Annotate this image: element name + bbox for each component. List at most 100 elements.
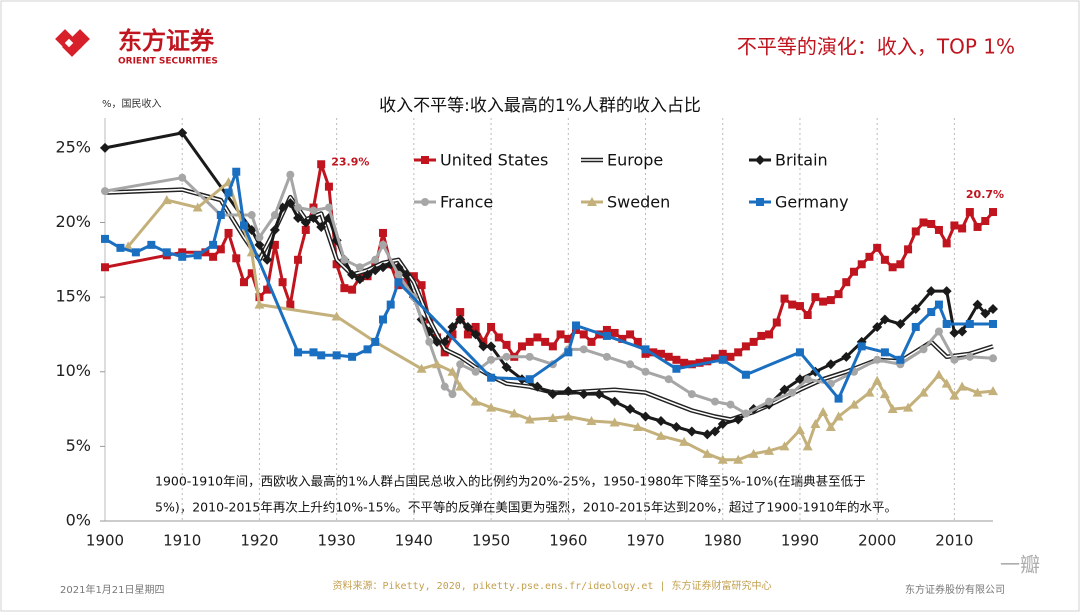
marker [262, 254, 273, 265]
marker [825, 421, 836, 431]
marker [517, 342, 526, 351]
logo-cn: 东方证券 [118, 27, 215, 55]
marker [486, 341, 497, 352]
x-tick-label: 1990 [781, 532, 819, 550]
marker [802, 441, 813, 451]
marker [470, 329, 481, 340]
marker [293, 213, 304, 224]
marker [609, 396, 620, 407]
marker [972, 387, 983, 397]
marker [981, 216, 990, 225]
marker [911, 227, 920, 236]
marker [702, 448, 713, 458]
marker [378, 228, 387, 237]
marker [941, 286, 952, 297]
marker [572, 321, 581, 330]
marker [178, 173, 187, 182]
marker [664, 375, 673, 384]
chart-title: 收入不平等:收入最高的1%人群的收入占比 [379, 96, 701, 116]
marker [958, 224, 967, 233]
marker [377, 262, 388, 273]
marker [209, 240, 218, 249]
marker [903, 402, 914, 412]
marker [340, 284, 349, 293]
marker [324, 182, 333, 191]
marker [857, 342, 866, 351]
marker [532, 381, 543, 392]
marker [904, 245, 913, 254]
marker [972, 299, 983, 310]
marker [834, 394, 843, 403]
marker [471, 322, 480, 331]
marker [471, 367, 480, 376]
marker [177, 127, 188, 138]
marker [989, 208, 997, 217]
marker [749, 337, 758, 346]
marker [470, 396, 481, 406]
marker [301, 225, 310, 234]
legend-marker [421, 156, 429, 164]
watermark: 一瓣 [1000, 553, 1040, 577]
marker [942, 319, 951, 328]
marker [224, 188, 233, 197]
marker [254, 239, 265, 250]
marker [780, 294, 789, 303]
marker [541, 337, 550, 346]
marker [478, 341, 489, 352]
marker [232, 167, 241, 176]
marker [655, 430, 666, 440]
marker [794, 374, 805, 385]
marker [239, 221, 248, 230]
marker [463, 330, 472, 339]
marker [626, 330, 635, 339]
marker [246, 224, 257, 235]
marker [502, 340, 511, 349]
marker [269, 224, 280, 235]
marker [910, 304, 921, 315]
marker [880, 348, 889, 357]
marker [239, 278, 248, 287]
marker [765, 397, 774, 406]
marker [942, 239, 951, 248]
marker [718, 355, 727, 364]
legend-label: Europe [607, 151, 663, 170]
legend-label: United States [440, 151, 548, 170]
marker [394, 278, 403, 287]
marker [609, 417, 620, 427]
marker [263, 285, 272, 294]
marker [309, 348, 318, 357]
marker [933, 369, 944, 379]
marker [640, 411, 651, 422]
marker [633, 337, 642, 346]
marker [872, 321, 883, 332]
marker [833, 411, 844, 421]
marker [618, 334, 627, 343]
marker [548, 342, 557, 351]
marker [772, 318, 781, 327]
marker [425, 337, 434, 346]
marker [192, 202, 203, 212]
marker [927, 308, 936, 317]
marker [988, 386, 998, 396]
marker [201, 248, 210, 257]
marker [671, 421, 682, 432]
marker [733, 454, 744, 464]
legend-item: France [414, 193, 493, 212]
marker [579, 330, 588, 339]
marker [347, 269, 358, 280]
marker [462, 321, 473, 332]
marker [818, 407, 829, 417]
marker [602, 352, 611, 361]
marker [579, 345, 588, 354]
marker [926, 286, 937, 297]
marker [626, 360, 635, 369]
footer-date: 2021年1月21日星期四 [60, 583, 165, 596]
marker [447, 366, 458, 376]
marker [741, 342, 750, 351]
logo-en: ORIENT SECURITIES [118, 57, 218, 67]
marker [300, 217, 311, 228]
marker [594, 389, 605, 400]
marker [416, 363, 427, 373]
note-line: 5%)，2010-2015年再次上升约10%-15%。不平等的反弹在美国更为强烈… [155, 500, 897, 515]
legend-item: Britain [749, 151, 828, 170]
